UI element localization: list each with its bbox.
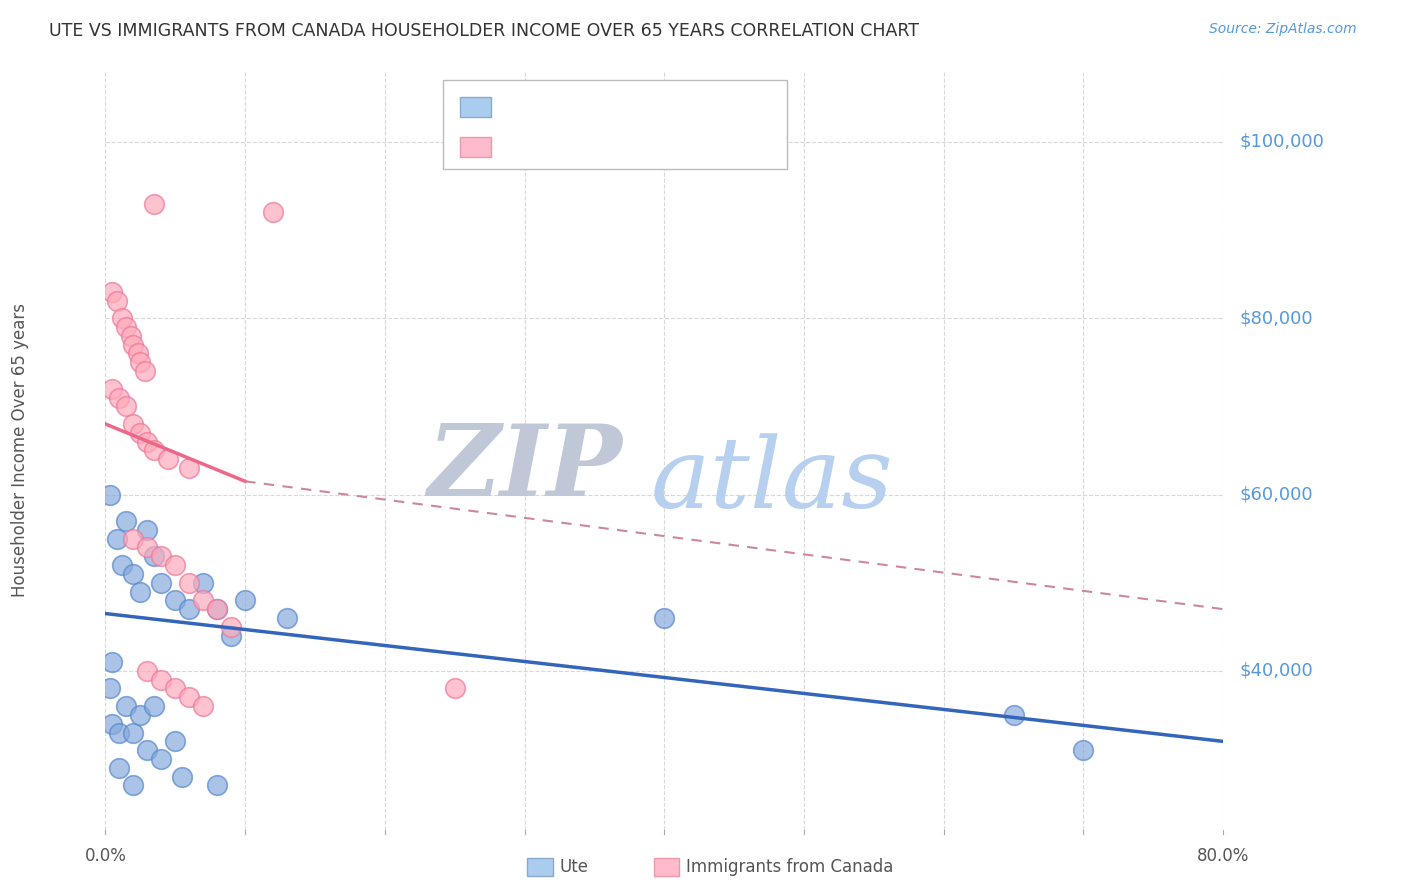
Point — [233, 593, 256, 607]
Text: 34: 34 — [692, 138, 716, 156]
Point — [101, 716, 124, 731]
Point — [120, 329, 142, 343]
Point — [129, 425, 152, 440]
Point — [179, 690, 201, 705]
Point — [122, 779, 145, 793]
Point — [165, 593, 187, 607]
Point — [443, 681, 465, 696]
Point — [108, 761, 131, 775]
Text: -0.355: -0.355 — [548, 98, 607, 116]
Text: R =: R = — [502, 98, 538, 116]
Text: $100,000: $100,000 — [1240, 133, 1324, 151]
Point — [157, 452, 180, 467]
Text: 0.0%: 0.0% — [84, 847, 127, 865]
Point — [150, 673, 173, 687]
Point — [1002, 708, 1025, 723]
Text: ZIP: ZIP — [427, 420, 623, 516]
Point — [111, 558, 134, 572]
Text: Householder Income Over 65 years: Householder Income Over 65 years — [11, 303, 28, 598]
Point — [115, 699, 138, 714]
Point — [136, 541, 159, 555]
Point — [101, 655, 124, 669]
Point — [143, 699, 166, 714]
Point — [179, 575, 201, 590]
Point — [219, 620, 242, 634]
Point — [165, 681, 187, 696]
Text: -0.205: -0.205 — [548, 138, 607, 156]
Point — [129, 355, 152, 369]
Point — [1073, 743, 1095, 757]
Point — [165, 558, 187, 572]
Point — [98, 681, 121, 696]
Text: Source: ZipAtlas.com: Source: ZipAtlas.com — [1209, 22, 1357, 37]
Point — [101, 382, 124, 396]
Point — [134, 364, 156, 378]
Point — [98, 487, 121, 501]
Point — [122, 532, 145, 546]
Point — [179, 461, 201, 475]
Point — [205, 779, 228, 793]
Point — [143, 443, 166, 458]
Point — [276, 611, 298, 625]
Text: 22: 22 — [692, 98, 716, 116]
Point — [129, 708, 152, 723]
Text: N =: N = — [628, 98, 681, 116]
Text: $40,000: $40,000 — [1240, 662, 1313, 680]
Point — [205, 602, 228, 616]
Point — [652, 611, 676, 625]
Point — [122, 566, 145, 581]
Point — [262, 205, 284, 219]
Point — [115, 400, 138, 414]
Point — [136, 434, 159, 449]
Point — [205, 602, 228, 616]
Point — [193, 593, 215, 607]
Text: Ute: Ute — [560, 858, 589, 876]
Point — [193, 699, 215, 714]
Point — [108, 725, 131, 739]
Point — [219, 629, 242, 643]
Point — [122, 337, 145, 351]
Point — [115, 320, 138, 334]
Point — [143, 196, 166, 211]
Text: Immigrants from Canada: Immigrants from Canada — [686, 858, 893, 876]
Text: 80.0%: 80.0% — [1197, 847, 1250, 865]
Point — [136, 523, 159, 537]
Point — [105, 532, 128, 546]
Text: $80,000: $80,000 — [1240, 310, 1313, 327]
Point — [150, 549, 173, 564]
Point — [179, 602, 201, 616]
Point — [129, 584, 152, 599]
Point — [101, 285, 124, 299]
Point — [105, 293, 128, 308]
Point — [165, 734, 187, 748]
Point — [108, 391, 131, 405]
Text: $60,000: $60,000 — [1240, 485, 1313, 504]
Text: R =: R = — [502, 138, 538, 156]
Text: UTE VS IMMIGRANTS FROM CANADA HOUSEHOLDER INCOME OVER 65 YEARS CORRELATION CHART: UTE VS IMMIGRANTS FROM CANADA HOUSEHOLDE… — [49, 22, 920, 40]
Point — [172, 770, 194, 784]
Point — [150, 752, 173, 766]
Text: N =: N = — [628, 138, 681, 156]
Point — [122, 417, 145, 431]
Point — [136, 743, 159, 757]
Point — [127, 346, 149, 360]
Point — [122, 725, 145, 739]
Text: atlas: atlas — [651, 434, 893, 529]
Point — [143, 549, 166, 564]
Point — [150, 575, 173, 590]
Point — [115, 514, 138, 528]
Point — [136, 664, 159, 678]
Point — [111, 311, 134, 326]
Point — [193, 575, 215, 590]
